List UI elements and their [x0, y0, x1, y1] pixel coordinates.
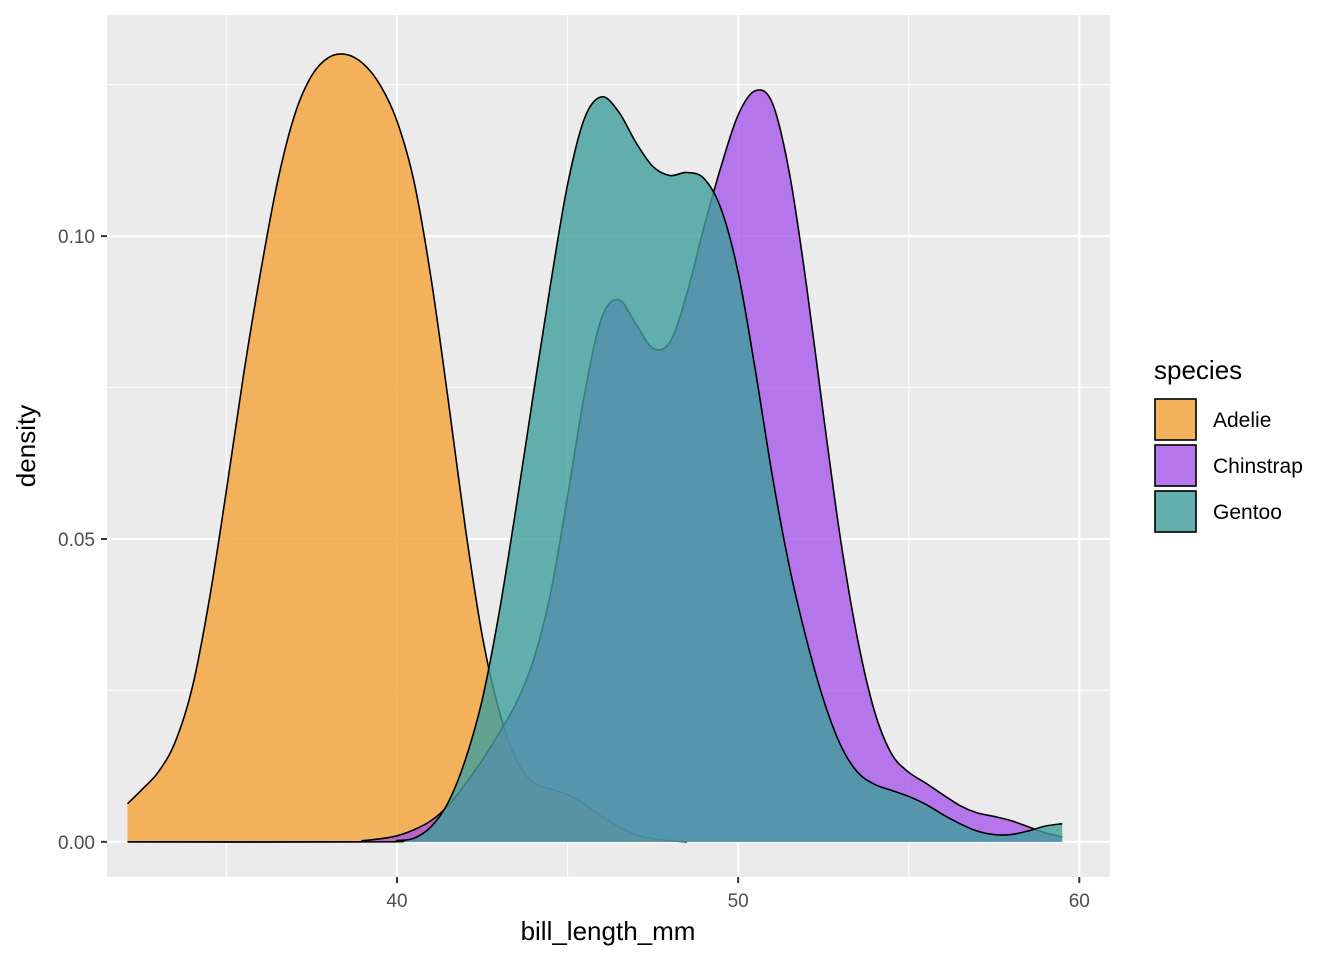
legend-item-adelie: Adelie: [1154, 398, 1271, 441]
y-axis-title: density: [11, 405, 41, 487]
y-axis: 0.00 0.05 0.10: [58, 227, 107, 854]
density-area-gentoo: [127, 96, 1063, 842]
density-area-adelie: [127, 53, 687, 842]
legend-label-gentoo: Gentoo: [1213, 501, 1282, 524]
density-areas: [126, 53, 1063, 843]
legend-title: species: [1154, 355, 1242, 385]
x-axis: 40 50 60: [386, 877, 1090, 912]
y-tick-label: 0.00: [58, 833, 95, 854]
y-tick-label: 0.05: [58, 530, 95, 551]
legend-swatch-chinstrap: [1154, 444, 1197, 487]
x-axis-title: bill_length_mm: [521, 916, 696, 946]
x-tick-label: 50: [728, 891, 749, 912]
legend-label-adelie: Adelie: [1213, 409, 1271, 432]
x-tick-label: 40: [386, 891, 407, 912]
density-outline-gentoo: [127, 95, 1063, 843]
x-tick-label: 60: [1069, 891, 1090, 912]
legend-swatch-adelie: [1154, 398, 1197, 441]
series-gentoo: [127, 95, 1063, 843]
y-tick-label: 0.10: [58, 227, 95, 248]
legend-label-chinstrap: Chinstrap: [1213, 455, 1303, 478]
legend-item-gentoo: Gentoo: [1154, 490, 1282, 533]
legend: species Adelie Chinstrap Gentoo: [1154, 355, 1303, 533]
legend-item-chinstrap: Chinstrap: [1154, 444, 1303, 487]
legend-swatch-gentoo: [1154, 490, 1197, 533]
